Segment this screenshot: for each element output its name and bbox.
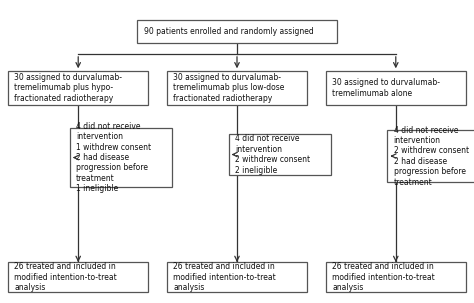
Text: 4 did not receive
intervention
2 withdrew consent
2 had disease
progression befo: 4 did not receive intervention 2 withdre…	[393, 125, 469, 187]
Text: 26 treated and included in
modified intention-to-treat
analysis: 26 treated and included in modified inte…	[332, 262, 435, 292]
FancyBboxPatch shape	[137, 20, 337, 43]
FancyBboxPatch shape	[9, 262, 148, 292]
Text: 26 treated and included in
modified intention-to-treat
analysis: 26 treated and included in modified inte…	[15, 262, 117, 292]
FancyBboxPatch shape	[70, 128, 172, 187]
Text: 4 did not receive
intervention
2 withdrew consent
2 ineligible: 4 did not receive intervention 2 withdre…	[235, 135, 310, 175]
FancyBboxPatch shape	[326, 262, 465, 292]
FancyBboxPatch shape	[9, 71, 148, 105]
Text: 30 assigned to durvalumab-
tremelimumab plus hypo-
fractionated radiotherapy: 30 assigned to durvalumab- tremelimumab …	[15, 73, 122, 103]
FancyBboxPatch shape	[228, 134, 331, 175]
FancyBboxPatch shape	[326, 71, 465, 105]
Text: 30 assigned to durvalumab-
tremelimumab alone: 30 assigned to durvalumab- tremelimumab …	[332, 78, 440, 98]
FancyBboxPatch shape	[167, 71, 307, 105]
Text: 4 did not receive
intervention
1 withdrew consent
2 had disease
progression befo: 4 did not receive intervention 1 withdre…	[76, 122, 151, 193]
FancyBboxPatch shape	[387, 130, 474, 182]
Text: 90 patients enrolled and randomly assigned: 90 patients enrolled and randomly assign…	[144, 27, 313, 36]
Text: 26 treated and included in
modified intention-to-treat
analysis: 26 treated and included in modified inte…	[173, 262, 276, 292]
Text: 30 assigned to durvalumab-
tremelimumab plus low-dose
fractionated radiotherapy: 30 assigned to durvalumab- tremelimumab …	[173, 73, 284, 103]
FancyBboxPatch shape	[167, 262, 307, 292]
